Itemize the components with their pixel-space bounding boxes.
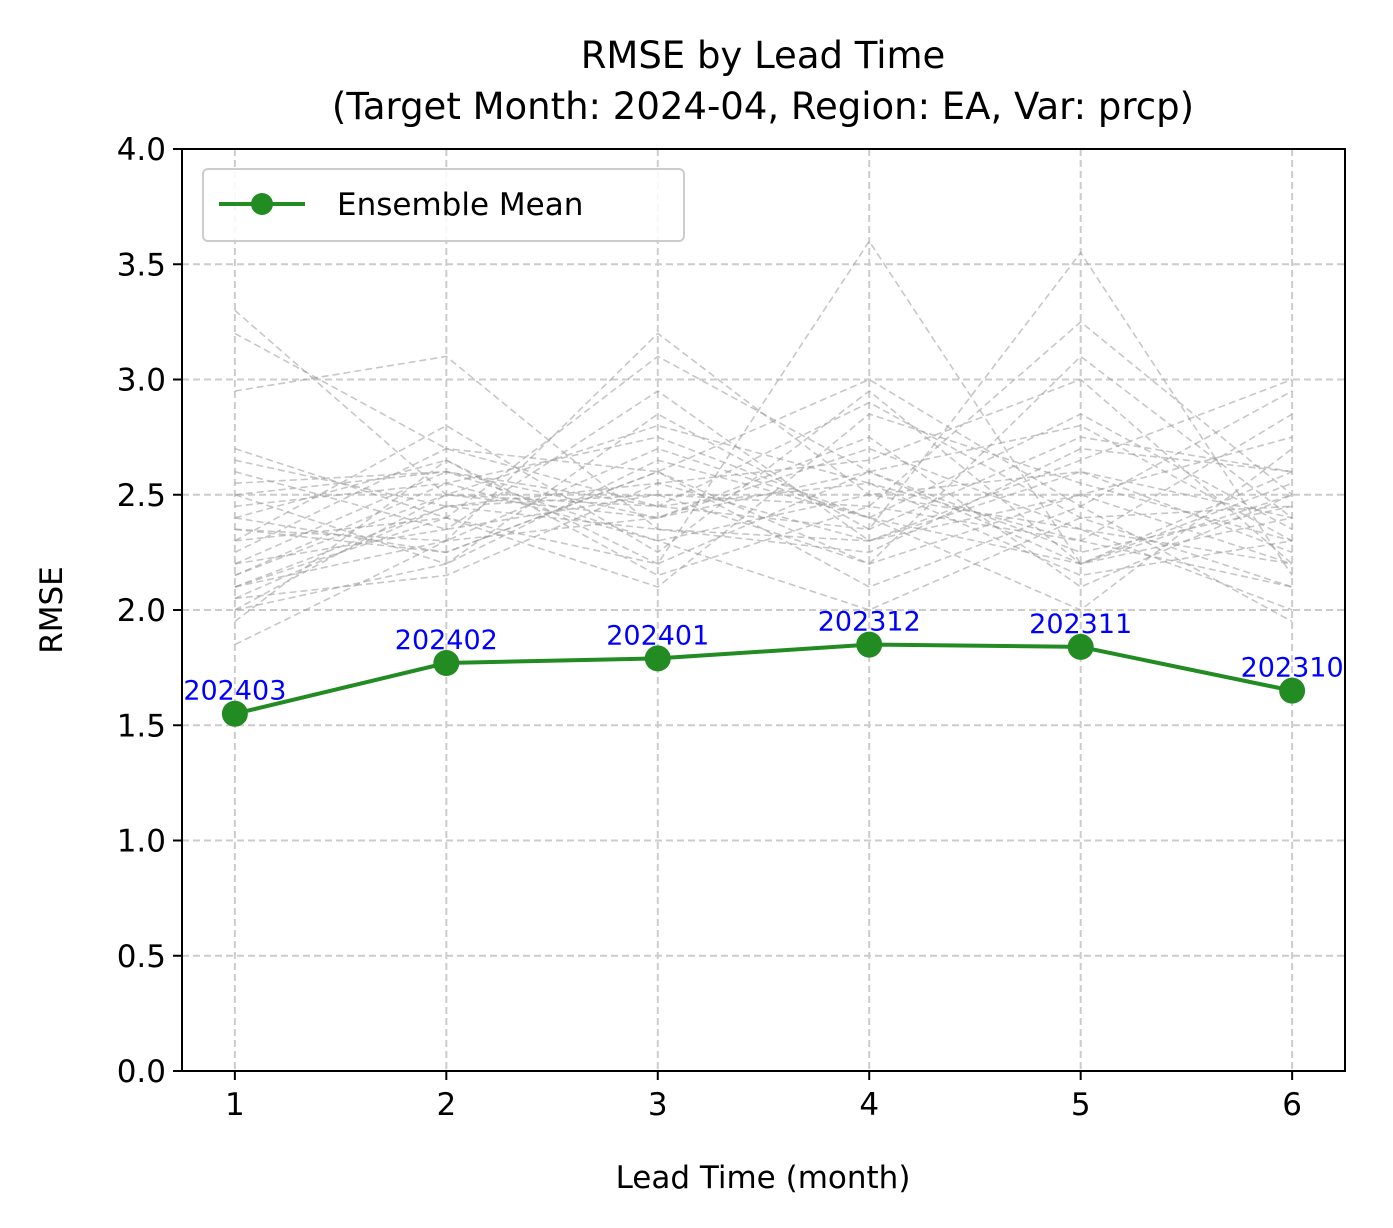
y-axis-ticks: 0.0 0.5 1.0 1.5 2.0 2.5 3.0 3.5 4.0 <box>117 132 182 1090</box>
x-tick-label: 4 <box>859 1087 879 1123</box>
y-tick-label: 2.0 <box>117 593 166 629</box>
member-series-line <box>234 378 1293 600</box>
ensemble-mean-point <box>221 700 248 727</box>
y-tick-label: 1.0 <box>117 824 166 860</box>
x-tick-label: 5 <box>1071 1087 1091 1123</box>
member-series-line <box>234 447 1293 588</box>
ensemble-mean-point <box>644 645 671 672</box>
legend-box <box>202 168 685 242</box>
ensemble-mean-point-label: 202401 <box>606 620 709 651</box>
x-tick-label: 2 <box>436 1087 456 1123</box>
chart-title-line1: RMSE by Lead Time <box>581 34 946 77</box>
ensemble-mean-point-label: 202311 <box>1029 609 1132 640</box>
ensemble-mean-line <box>234 642 1293 716</box>
member-series-line <box>234 251 1293 576</box>
legend-label-ensemble-mean: Ensemble Mean <box>337 187 583 223</box>
y-tick-label: 1.5 <box>117 708 166 744</box>
ensemble-mean-point <box>1279 677 1306 704</box>
ensemble-mean-series <box>221 631 1306 727</box>
ensemble-mean-point <box>856 631 883 658</box>
y-tick-label: 3.5 <box>117 247 166 283</box>
member-series-lines <box>234 239 1293 646</box>
ensemble-mean-point <box>433 650 460 677</box>
member-series-line <box>234 355 1293 542</box>
y-tick-label: 0.5 <box>117 939 166 975</box>
ensemble-mean-point-label: 202312 <box>818 607 921 638</box>
y-tick-label: 0.0 <box>117 1054 166 1090</box>
x-tick-label: 3 <box>648 1087 668 1123</box>
y-tick-label: 3.0 <box>117 363 166 399</box>
ensemble-mean-point <box>1067 633 1094 660</box>
member-series-line <box>234 309 1293 565</box>
member-series-line <box>234 355 1293 588</box>
plot-area-frame <box>181 148 1346 1072</box>
member-series-line <box>234 424 1293 577</box>
member-series-line <box>234 401 1293 611</box>
legend: Ensemble Mean <box>202 168 685 242</box>
chart-title-line2: (Target Month: 2024-04, Region: EA, Var:… <box>332 85 1194 128</box>
member-series-line <box>234 332 1293 588</box>
ensemble-mean-point-label: 202403 <box>183 676 286 707</box>
y-axis-label: RMSE <box>34 566 70 654</box>
x-axis-label: Lead Time (month) <box>616 1160 911 1196</box>
x-axis-ticks: 1 2 3 4 5 6 <box>225 1071 1302 1123</box>
member-series-line <box>234 378 1293 565</box>
member-series-line <box>234 390 1293 565</box>
point-labels: 202403 202402 202401 202312 202311 202310 <box>183 607 1343 707</box>
ensemble-mean-point-label: 202402 <box>395 625 498 656</box>
x-tick-label: 1 <box>225 1087 245 1123</box>
ensemble-mean-point-label: 202310 <box>1241 653 1344 684</box>
member-series-line <box>234 436 1293 531</box>
x-tick-label: 6 <box>1282 1087 1302 1123</box>
member-series-line <box>234 436 1293 611</box>
member-series-line <box>234 355 1293 565</box>
member-series-line <box>234 470 1293 611</box>
member-series-line <box>234 378 1293 623</box>
y-tick-label: 4.0 <box>117 132 166 168</box>
member-series-line <box>234 320 1293 577</box>
member-series-line <box>234 436 1293 565</box>
grid-lines <box>182 148 1345 1072</box>
member-series-line <box>234 413 1293 611</box>
y-tick-label: 2.5 <box>117 478 166 514</box>
legend-marker-swatch <box>251 193 273 215</box>
